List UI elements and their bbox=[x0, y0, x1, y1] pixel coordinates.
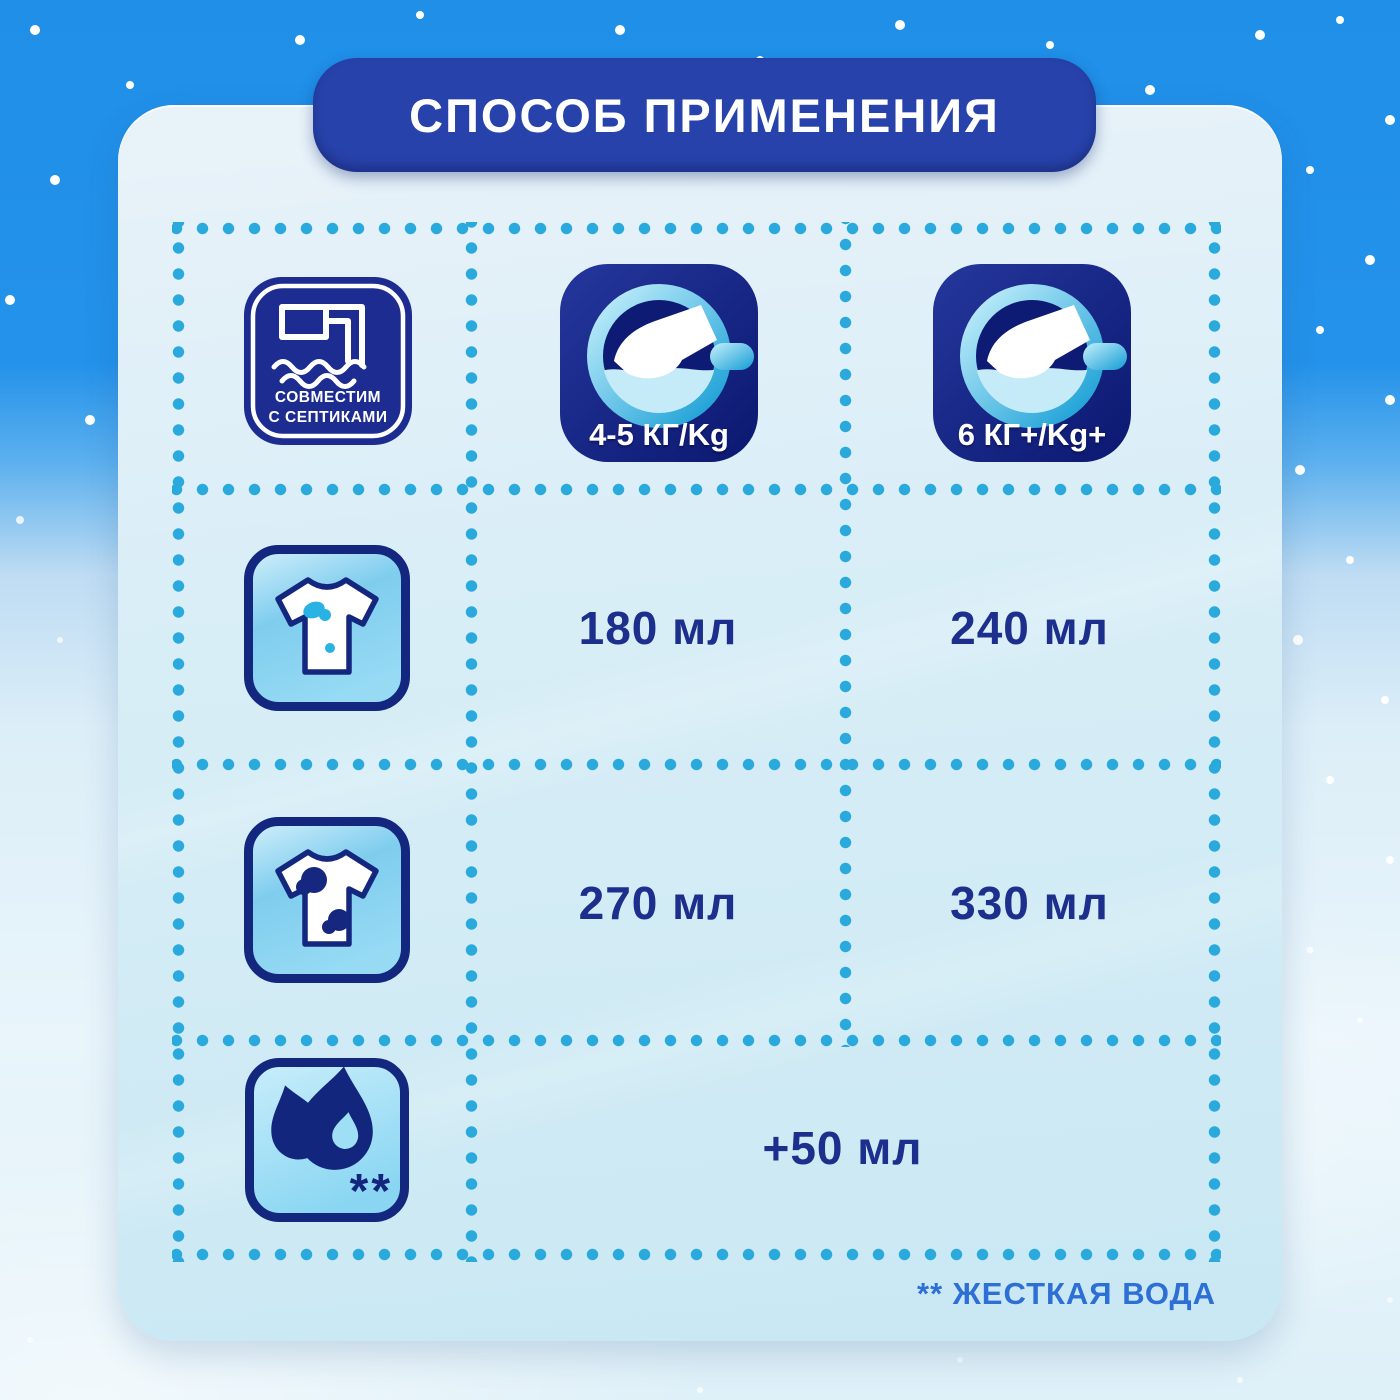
washing-machine-drum-icon bbox=[933, 264, 1131, 462]
table-dotted-border bbox=[1208, 222, 1221, 1262]
table-dotted-border bbox=[172, 483, 1221, 496]
septic-caption-line1: СОВМЕСТИМ bbox=[274, 389, 382, 406]
table-dotted-border bbox=[172, 1248, 1221, 1261]
shirt-light-stains-icon bbox=[244, 545, 410, 711]
septic-caption: СОВМЕСТИМ С СЕПТИКАМИ bbox=[244, 388, 412, 428]
septic-compatible-icon: СОВМЕСТИМ С СЕПТИКАМИ bbox=[244, 277, 412, 445]
table-dotted-border bbox=[465, 222, 478, 1262]
dose-330ml: 330 мл bbox=[950, 876, 1109, 929]
table-dotted-border bbox=[172, 222, 185, 1262]
load-6kg-plus-label: 6 КГ+/Kg+ bbox=[957, 417, 1107, 452]
dose-240ml: 240 мл bbox=[950, 601, 1109, 654]
septic-caption-line2: С СЕПТИКАМИ bbox=[268, 409, 388, 426]
hard-water-marker: ** bbox=[349, 1165, 393, 1218]
table-dotted-border bbox=[172, 758, 1221, 771]
dose-270ml: 270 мл bbox=[578, 876, 738, 929]
heavily-soiled-shirt-icon bbox=[244, 817, 410, 983]
washing-machine-drum-icon bbox=[560, 264, 758, 462]
washer-load-6kg-plus-icon: 6 КГ+/Kg+ bbox=[933, 264, 1131, 462]
washer-load-4-5kg-icon: 4-5 КГ/Kg bbox=[560, 264, 758, 462]
section-title-banner: СПОСОБ ПРИМЕНЕНИЯ bbox=[313, 58, 1096, 172]
load-4-5kg-label: 4-5 КГ/Kg bbox=[589, 417, 729, 452]
hard-water-drops-icon: ** bbox=[245, 1058, 409, 1222]
table-dotted-border bbox=[172, 222, 1221, 235]
septic-pipe-icon bbox=[244, 277, 412, 445]
lightly-soiled-shirt-icon bbox=[244, 545, 410, 711]
dose-180ml: 180 мл bbox=[578, 601, 738, 654]
shirt-heavy-stains-icon bbox=[244, 817, 410, 983]
hard-water-footnote: ** ЖЕСТКАЯ ВОДА bbox=[917, 1276, 1216, 1311]
dose-hard-water-extra: +50 мл bbox=[762, 1121, 923, 1174]
water-drops-icon bbox=[245, 1058, 409, 1222]
table-dotted-border bbox=[172, 1034, 1221, 1047]
section-title: СПОСОБ ПРИМЕНЕНИЯ bbox=[409, 88, 1000, 142]
table-dotted-border bbox=[839, 222, 852, 1047]
